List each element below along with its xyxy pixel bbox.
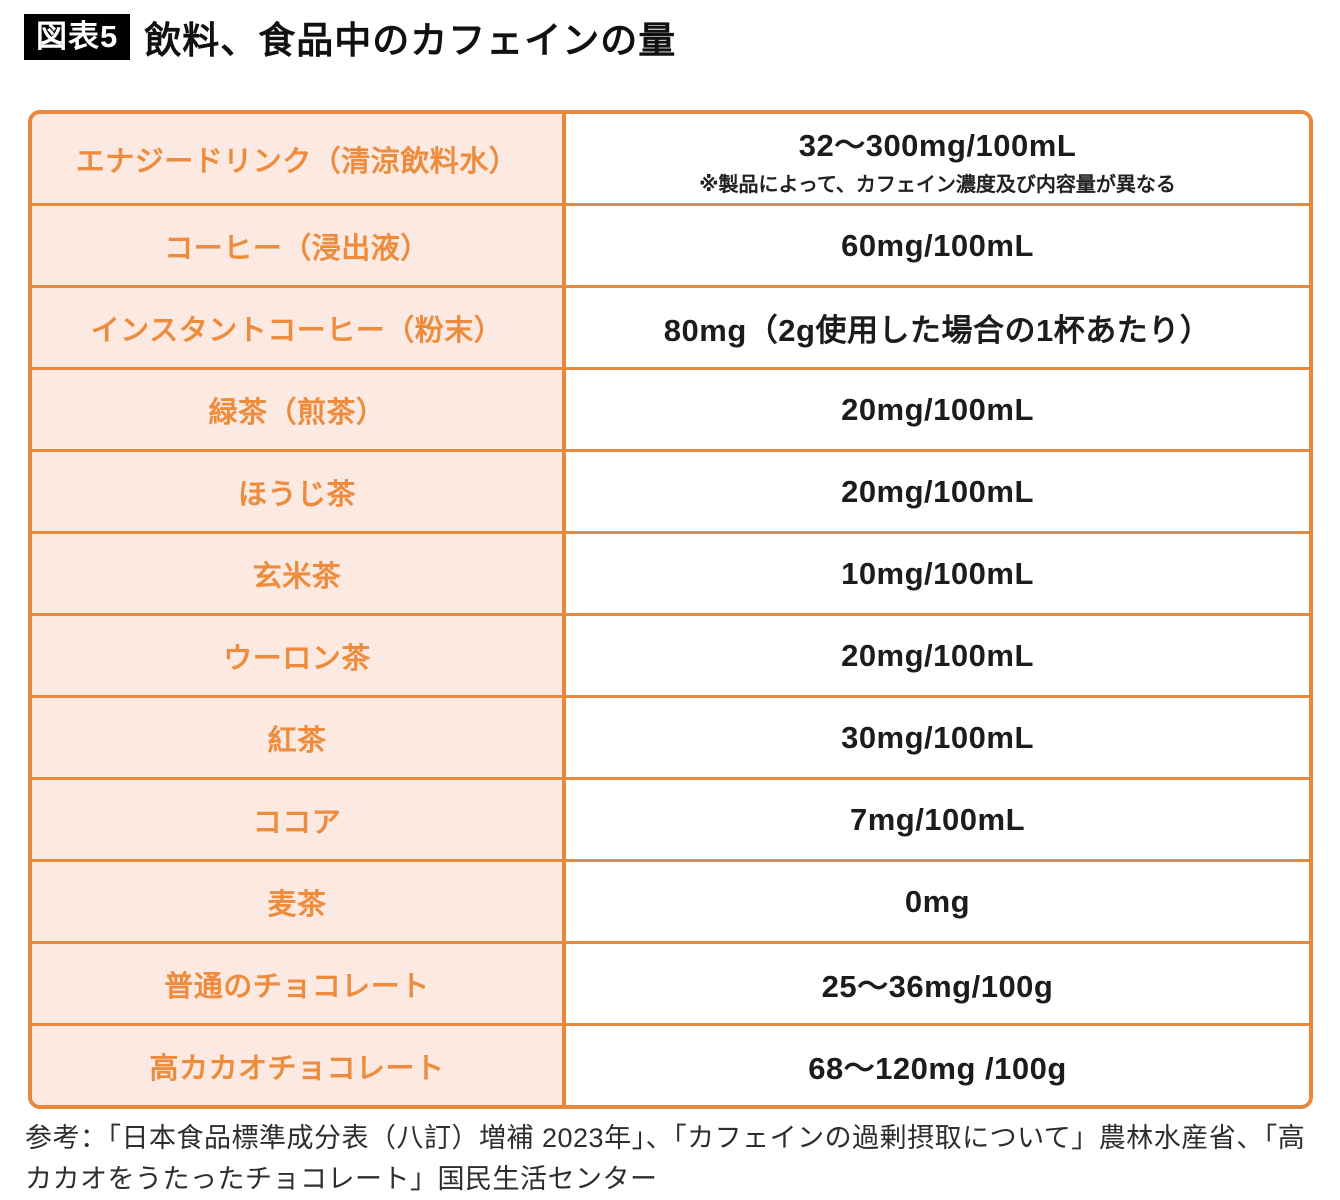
item-value: 20mg/100mL [566, 370, 1309, 449]
item-label: 紅茶 [32, 698, 566, 777]
item-label: 玄米茶 [32, 534, 566, 613]
caffeine-amount: 0mg [904, 883, 971, 919]
item-label: 麦茶 [32, 862, 566, 941]
item-value: 0mg [566, 862, 1309, 941]
caffeine-amount: 20mg/100mL [841, 637, 1034, 673]
caffeine-amount: 60mg/100mL [841, 227, 1034, 263]
item-label: 緑茶（煎茶） [32, 370, 566, 449]
item-value: 68〜120mg /100g [566, 1026, 1309, 1105]
item-label: 高カカオチョコレート [32, 1026, 566, 1105]
table-row: ココア 7mg/100mL [32, 777, 1309, 859]
caffeine-table: エナジードリンク（清涼飲料水） 32〜300mg/100mL ※製品によって、カ… [28, 110, 1313, 1109]
table-row: 玄米茶 10mg/100mL [32, 531, 1309, 613]
source-reference: 参考：「日本食品標準成分表（八訂）増補 2023年」、「カフェインの過剰摂取につ… [25, 1123, 1306, 1194]
caffeine-amount-note: ※製品によって、カフェイン濃度及び内容量が異なる [699, 174, 1176, 196]
item-value: 25〜36mg/100g [566, 944, 1309, 1023]
figure-header: 図表5 飲料、食品中のカフェインの量 [24, 10, 676, 64]
item-value: 80mg（2g使用した場合の1杯あたり） [566, 288, 1309, 367]
item-value: 7mg/100mL [566, 780, 1309, 859]
table-row: ほうじ茶 20mg/100mL [32, 449, 1309, 531]
item-value: 30mg/100mL [566, 698, 1309, 777]
table-row: 普通のチョコレート 25〜36mg/100g [32, 941, 1309, 1023]
caffeine-amount: 32〜300mg/100mL [798, 128, 1077, 163]
table-row: コーヒー（浸出液） 60mg/100mL [32, 203, 1309, 285]
figure-number-badge: 図表5 [24, 14, 131, 60]
item-label: インスタントコーヒー（粉末） [32, 288, 566, 367]
item-value: 10mg/100mL [566, 534, 1309, 613]
item-value: 32〜300mg/100mL ※製品によって、カフェイン濃度及び内容量が異なる [566, 114, 1309, 203]
table-row: 麦茶 0mg [32, 859, 1309, 941]
item-label: ウーロン茶 [32, 616, 566, 695]
item-label: コーヒー（浸出液） [32, 206, 566, 285]
page-title: 飲料、食品中のカフェインの量 [144, 20, 677, 61]
table-row: ウーロン茶 20mg/100mL [32, 613, 1309, 695]
table-row: エナジードリンク（清涼飲料水） 32〜300mg/100mL ※製品によって、カ… [32, 114, 1309, 203]
caffeine-amount: 20mg/100mL [841, 391, 1034, 427]
item-label: ほうじ茶 [32, 452, 566, 531]
table-body: エナジードリンク（清涼飲料水） 32〜300mg/100mL ※製品によって、カ… [32, 114, 1309, 1105]
item-value: 20mg/100mL [566, 452, 1309, 531]
table-row: 高カカオチョコレート 68〜120mg /100g [32, 1023, 1309, 1105]
caffeine-amount: 25〜36mg/100g [821, 969, 1054, 1004]
caffeine-amount: 80mg（2g使用した場合の1杯あたり） [663, 313, 1212, 348]
caffeine-amount: 7mg/100mL [849, 801, 1026, 837]
item-value: 60mg/100mL [566, 206, 1309, 285]
item-value: 20mg/100mL [566, 616, 1309, 695]
table-row: 紅茶 30mg/100mL [32, 695, 1309, 777]
item-label: エナジードリンク（清涼飲料水） [32, 114, 566, 203]
caffeine-amount: 68〜120mg /100g [808, 1051, 1067, 1086]
table-row: インスタントコーヒー（粉末） 80mg（2g使用した場合の1杯あたり） [32, 285, 1309, 367]
caffeine-amount: 10mg/100mL [841, 555, 1034, 591]
caffeine-amount: 20mg/100mL [841, 473, 1034, 509]
table-row: 緑茶（煎茶） 20mg/100mL [32, 367, 1309, 449]
item-label: ココア [32, 780, 566, 859]
caffeine-amount: 30mg/100mL [841, 719, 1034, 755]
item-label: 普通のチョコレート [32, 944, 566, 1023]
